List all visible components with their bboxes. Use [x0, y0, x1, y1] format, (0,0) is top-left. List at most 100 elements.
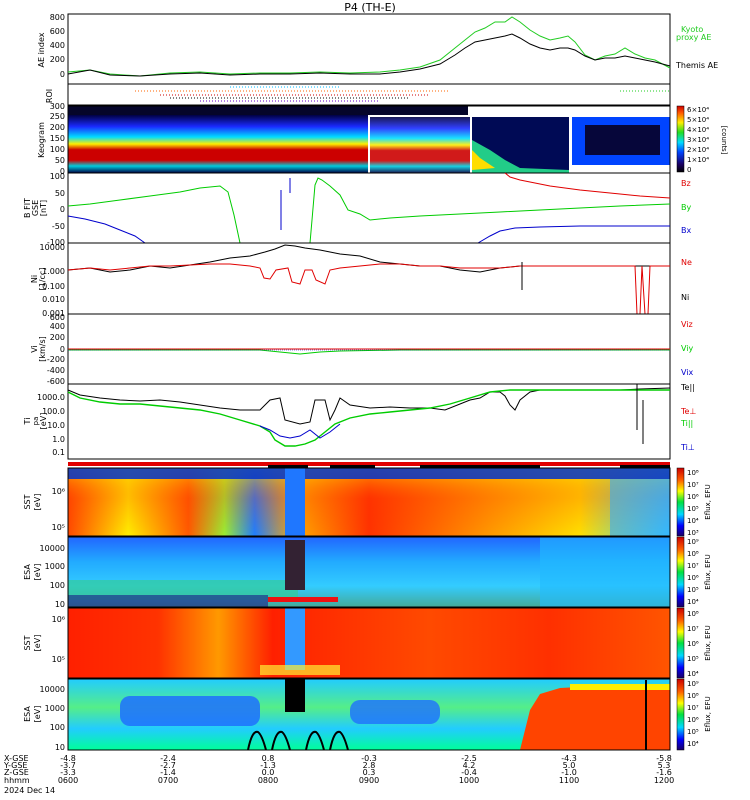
keo-ytick-150: 150 [50, 134, 65, 143]
xgse-0700: -2.4 [160, 754, 176, 763]
sst-e-shade [68, 468, 670, 536]
esa-e-right [540, 537, 670, 607]
legend-ni: Ni [681, 293, 689, 302]
legend-tipar: Ti|| [680, 419, 693, 428]
hhmm-0700: 0700 [158, 776, 178, 785]
ygse-1000: 4.2 [463, 761, 476, 770]
esa-i-ytick-100: 100 [50, 723, 65, 732]
esa-e-cbar-5: 10⁵ [687, 586, 699, 594]
bfield-ytick-m100: -100 [47, 238, 65, 247]
keo-cbar-label: [counts] [720, 126, 728, 155]
tipar-line [67, 389, 670, 447]
velocity-ylabel-1: Vi [30, 345, 39, 353]
esa-i-ylabel-2: [eV] [33, 706, 42, 723]
esa-e-ytick-100: 100 [50, 581, 65, 590]
keogram-aurora-4 [472, 140, 569, 173]
bx-line-2 [477, 225, 670, 244]
panel-sst-e-frame [67, 467, 671, 537]
legend-themis-ae: Themis AE [675, 61, 718, 70]
vel-ytick-200: 200 [50, 333, 65, 342]
ae-ytick-800: 800 [50, 13, 65, 22]
mode-bar [68, 462, 670, 468]
zgse-0600: -3.3 [60, 768, 76, 777]
keo-cbar-4: 4×10⁴ [687, 126, 709, 134]
time-tick-0900: -0.3 2.8 0.3 0900 [359, 754, 379, 785]
legend-bx: Bx [681, 226, 691, 235]
sst-i-cbar-6: 10⁶ [687, 640, 699, 648]
sst-e-cbar-8: 10⁸ [687, 469, 699, 477]
keogram-segment-3 [370, 117, 470, 173]
panel-keogram-ylabel: Keogram [37, 122, 46, 158]
esa-i-ytick-1000: 1000 [45, 704, 65, 713]
time-axis: X-GSE Y-GSE Z-GSE hhmm 2024 Dec 14 -4.8 … [3, 754, 674, 795]
ygse-0600: -3.7 [60, 761, 76, 770]
sst-e-ytick-1e5: 10⁵ [52, 523, 65, 532]
temp-ytick-1: 1.0 [52, 435, 65, 444]
esa-e-red-strip [268, 597, 338, 602]
keo-ytick-200: 200 [50, 123, 65, 132]
mode-bar-black-1 [268, 465, 308, 468]
density-ylabel-2: [1/cc] [38, 268, 47, 291]
bfield-ylabel-3: [nT] [39, 200, 48, 216]
xgse-1200: -5.8 [656, 754, 672, 763]
esa-e-colorbar [676, 536, 685, 608]
axis-row-ygse: Y-GSE [3, 761, 27, 770]
sst-i-cbar-7: 10⁷ [687, 625, 699, 633]
xgse-0900: -0.3 [361, 754, 377, 763]
density-ytick-0.001: 0.001 [42, 309, 65, 318]
mode-bar-red [68, 462, 670, 466]
time-tick-1100: -4.3 5.0 -1.0 1100 [559, 754, 579, 785]
xgse-0600: -4.8 [60, 754, 76, 763]
ae-ytick-400: 400 [50, 41, 65, 50]
viy-line [68, 349, 670, 355]
time-tick-1000: -2.5 4.2 -0.4 1000 [459, 754, 479, 785]
hhmm-0900: 0900 [359, 776, 379, 785]
keogram-segment-2 [268, 115, 368, 173]
zgse-1000: -0.4 [461, 768, 477, 777]
panel-sst-i-frame [67, 607, 671, 679]
legend-kyoto: Kyoto [681, 25, 703, 34]
sst-i-ytick-1e6: 10⁶ [52, 615, 65, 624]
density-ytick-1: 1.000 [42, 267, 65, 276]
temp-ytick-10: 10.0 [47, 421, 65, 430]
panel-temperature: Ti pa [eV] 1000.0 100.0 10.0 1.0 0.1 Te|… [23, 383, 696, 460]
density-ytick-10000: 10000 [40, 243, 65, 252]
sst-i-cbar-label: Eflux, EFU [704, 625, 712, 660]
time-tick-0600: -4.8 -3.7 -3.3 0600 [58, 754, 78, 785]
axis-row-hhmm: hhmm [4, 776, 30, 785]
themis-ae-line [67, 33, 671, 77]
sst-i-ylabel-1: SST [23, 635, 32, 650]
vel-ytick-m200: -200 [47, 355, 65, 364]
sst-e-ylabel-1: SST [23, 494, 32, 509]
legend-vix: Vix [681, 368, 694, 377]
legend-viz: Viz [681, 320, 693, 329]
esa-e-ytick-1000: 1000 [45, 562, 65, 571]
esa-i-gap [285, 679, 305, 712]
sst-i-bottom-yellow [260, 665, 340, 675]
sst-e-ytick-1e6: 10⁶ [52, 487, 65, 496]
sst-i-gap [285, 608, 305, 670]
keo-ytick-50: 50 [55, 156, 65, 165]
hhmm-0800: 0800 [258, 776, 278, 785]
legend-proxy-ae: proxy AE [676, 33, 711, 42]
time-tick-0800: 0.8 -1.3 0.0 0800 [258, 754, 278, 785]
bfield-ylabel-1: B FIT [23, 198, 32, 218]
zgse-1100: -1.0 [561, 768, 577, 777]
sst-i-ylabel-2: [eV] [33, 635, 42, 652]
panel-sst-i: SST [eV] 10⁶ 10⁵ 10⁸ 10⁷ 10⁶ 10⁵ 10⁴ Efl… [23, 607, 712, 679]
sst-e-cbar-3: 10³ [687, 529, 699, 537]
density-ylabel-1: Ni [30, 275, 39, 283]
esa-e-ylabel-2: [eV] [33, 564, 42, 581]
xgse-1100: -4.3 [561, 754, 577, 763]
panel-density-frame [67, 242, 671, 315]
panel-bfield: B FIT GSE [nT] 100 50 0 -50 -100 Bz By B… [23, 172, 691, 247]
panel-roi: ROI [45, 83, 671, 106]
ygse-0900: 2.8 [363, 761, 376, 770]
esa-i-cbar-7: 10⁷ [687, 704, 699, 712]
ygse-1200: 5.3 [658, 761, 671, 770]
temp-ytick-100: 100.0 [42, 407, 65, 416]
ni-line [67, 244, 670, 273]
panel-velocity: Vi [km/s] 600 400 200 0 -200 -400 -600 V… [30, 313, 694, 386]
esa-e-cbar-4: 10⁴ [687, 598, 699, 606]
vel-ytick-m400: -400 [47, 366, 65, 375]
